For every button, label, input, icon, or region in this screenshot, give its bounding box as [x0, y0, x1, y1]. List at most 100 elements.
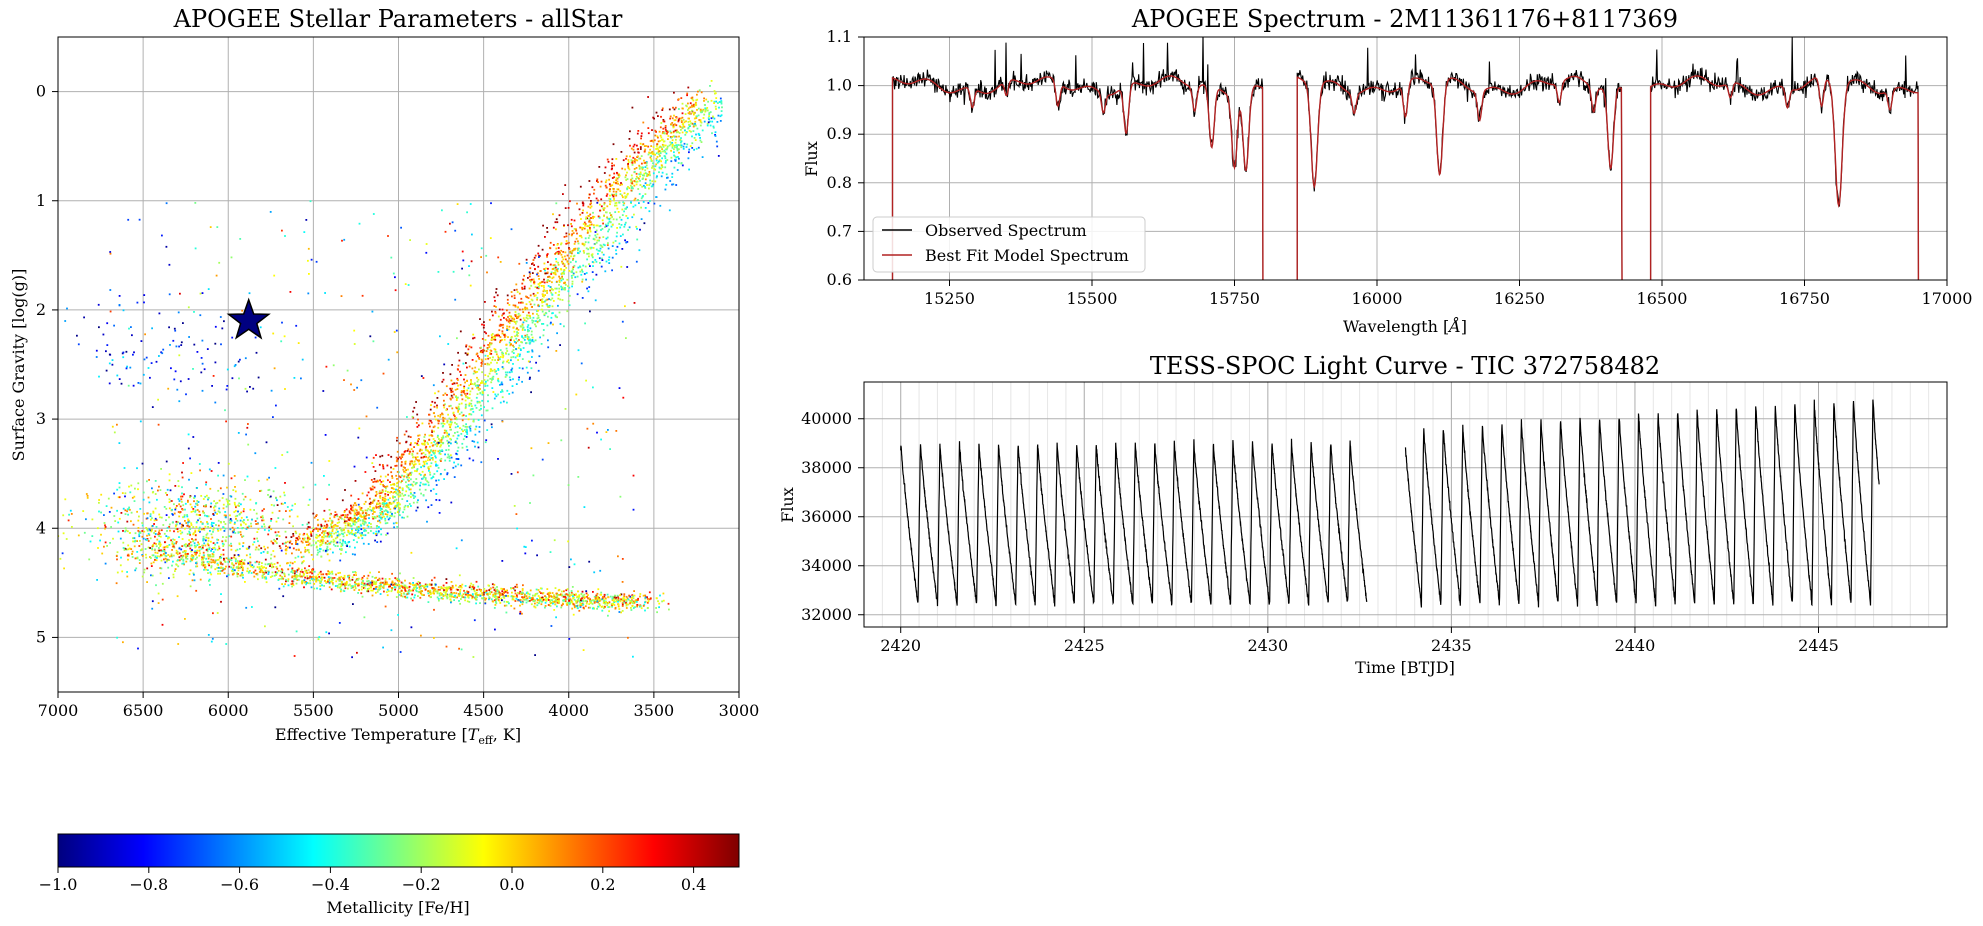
star-point	[541, 598, 543, 601]
star-point	[456, 437, 459, 440]
star-point	[420, 492, 422, 495]
star-point	[272, 565, 275, 568]
star-point	[242, 510, 245, 513]
star-point	[665, 160, 667, 162]
star-point	[384, 519, 387, 522]
star-point	[446, 432, 449, 434]
star-point	[452, 434, 455, 437]
star-point	[256, 572, 259, 575]
star-point	[656, 611, 658, 614]
star-point	[616, 171, 618, 174]
star-point	[416, 587, 418, 589]
star-point	[418, 434, 421, 437]
star-point	[588, 603, 591, 605]
star-point	[327, 580, 329, 583]
star-point	[581, 243, 584, 245]
star-point	[553, 594, 555, 596]
star-point	[551, 297, 554, 300]
star-point	[410, 460, 413, 463]
star-point	[158, 549, 161, 552]
star-point	[392, 496, 395, 498]
star-point	[211, 525, 214, 527]
star-point	[379, 492, 382, 494]
star-point	[495, 598, 498, 601]
star-point	[557, 589, 560, 592]
star-point	[624, 197, 627, 199]
star-point	[387, 511, 389, 514]
star-point	[564, 596, 567, 599]
star-point	[683, 121, 686, 124]
star-point	[639, 595, 641, 598]
star-point	[387, 479, 389, 482]
star-point	[571, 601, 574, 603]
star-point	[642, 605, 645, 607]
star-point	[344, 489, 346, 491]
star-point	[480, 365, 483, 367]
star-point	[358, 512, 361, 515]
star-point	[242, 562, 245, 565]
star-point	[150, 557, 152, 559]
star-point	[540, 592, 542, 594]
star-point	[315, 580, 318, 583]
star-point	[181, 562, 184, 565]
star-point	[529, 294, 532, 297]
star-point	[261, 575, 264, 577]
star-point	[631, 599, 633, 602]
star-point	[471, 367, 474, 370]
star-point	[281, 576, 283, 578]
star-point	[499, 339, 502, 342]
star-point	[423, 586, 426, 589]
star-point	[462, 424, 465, 427]
star-point	[450, 593, 453, 596]
star-point	[389, 497, 391, 500]
star-point	[352, 520, 355, 523]
star-point	[261, 562, 263, 564]
star-point	[163, 532, 166, 535]
star-point	[440, 586, 443, 588]
star-point	[484, 358, 487, 361]
star-point	[590, 205, 593, 208]
star-point	[564, 258, 567, 261]
star-point	[176, 551, 179, 553]
star-point	[622, 204, 625, 207]
star-point	[409, 491, 412, 494]
star-point	[445, 578, 448, 580]
star-point	[310, 544, 313, 547]
star-point	[666, 132, 668, 135]
star-point	[308, 571, 311, 574]
star-point	[306, 575, 309, 577]
star-point	[312, 544, 315, 546]
star-point	[567, 601, 569, 604]
star-point	[356, 511, 359, 514]
star-point	[512, 304, 515, 307]
star-point	[666, 131, 669, 133]
star-point	[680, 146, 683, 149]
star-point	[634, 197, 637, 200]
star-point	[615, 202, 618, 204]
star-point	[621, 605, 624, 607]
star-point	[691, 122, 694, 125]
star-point	[510, 291, 513, 293]
star-point	[411, 599, 414, 602]
star-point	[590, 217, 593, 219]
star-point	[364, 517, 367, 520]
star-point	[687, 117, 690, 120]
star-point	[430, 442, 433, 444]
star-point	[326, 548, 328, 550]
star-point	[360, 515, 363, 518]
star-point	[636, 227, 638, 230]
star-point	[523, 596, 526, 598]
star-point	[596, 607, 598, 610]
star-point	[658, 153, 660, 155]
star-point	[673, 135, 676, 138]
star-point	[659, 140, 662, 142]
star-point	[381, 499, 384, 501]
star-point	[307, 582, 310, 585]
star-point	[494, 348, 497, 351]
star-point	[658, 160, 660, 163]
star-point	[652, 162, 654, 165]
star-point	[529, 315, 531, 317]
star-point	[669, 180, 672, 182]
star-point	[691, 105, 694, 108]
star-point	[623, 598, 626, 601]
